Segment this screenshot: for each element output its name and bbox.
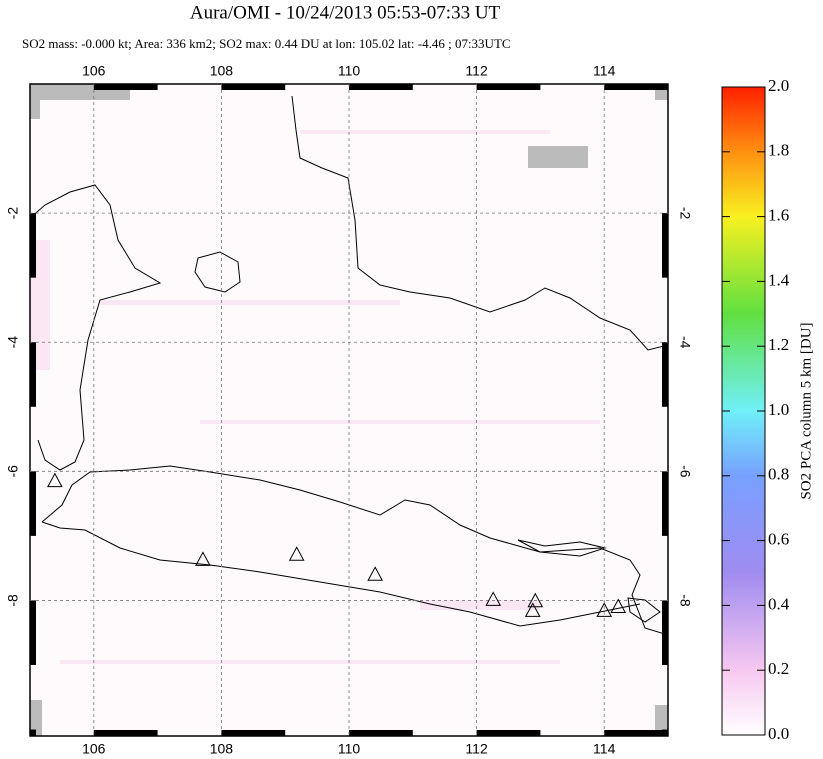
x-tick-label: 106: [82, 63, 106, 79]
java-coast: [41, 465, 668, 636]
colorbar-tick-label: 1.4: [768, 270, 790, 289]
volcano-marker: [524, 602, 541, 617]
x-tick-label: 112: [465, 741, 488, 757]
noise: [30, 130, 600, 664]
border-band: [662, 342, 668, 407]
border-band: [662, 471, 668, 536]
subtitle: SO2 mass: -0.000 kt; Area: 336 km2; SO2 …: [22, 36, 511, 51]
border-band: [30, 471, 36, 536]
y-tick-label: -6: [5, 465, 21, 478]
border-band: [30, 600, 36, 665]
y-tick-label: -8: [677, 594, 693, 607]
colorbar-tick-label: 2.0: [768, 76, 789, 95]
border-bands: [30, 84, 668, 736]
border-band: [30, 213, 36, 278]
border-band: [30, 729, 36, 736]
border-band: [349, 730, 413, 736]
colorbar-tick-label: 0.6: [768, 530, 789, 549]
volcano-marker: [610, 598, 627, 614]
volcano-marker: [485, 591, 502, 606]
volcano-marker: [527, 592, 544, 608]
volcano-marker: [47, 472, 63, 488]
y-tick-label: -2: [677, 207, 693, 220]
volcano-marker: [596, 602, 613, 617]
x-tick-label: 110: [338, 741, 361, 757]
missing-data: [30, 84, 668, 736]
volcano-marker: [288, 546, 305, 561]
border-band: [476, 730, 541, 736]
y-tick-label: -4: [5, 336, 21, 349]
border-band: [93, 730, 158, 736]
x-tick-label: 114: [593, 741, 616, 757]
x-tick-label: 110: [338, 63, 361, 79]
x-tick-label: 106: [82, 741, 106, 757]
sumatra-coast: [30, 184, 162, 471]
border-band: [30, 342, 36, 407]
border-band: [476, 84, 541, 90]
colorbar-tick-label: 1.0: [768, 400, 789, 419]
title: Aura/OMI - 10/24/2013 05:53-07:33 UT: [190, 2, 501, 23]
border-band: [221, 730, 286, 736]
y-tick-label: -2: [5, 207, 21, 220]
colorbar-tick-label: 1.6: [768, 206, 789, 225]
y-tick-label: -8: [5, 594, 21, 607]
bangka-coast: [194, 251, 241, 293]
volcano-marker: [367, 566, 383, 581]
colorbar-tick-label: 0.8: [768, 465, 789, 484]
x-tick-label: 108: [210, 63, 234, 79]
y-tick-label: -6: [677, 465, 693, 478]
border-band: [604, 730, 668, 736]
colorbar-tick-label: 0.4: [768, 594, 790, 613]
colorbar-tick-label: 0.2: [768, 659, 789, 678]
border-band: [93, 84, 158, 90]
x-tick-label: 108: [210, 741, 234, 757]
y-tick-label: -4: [677, 336, 693, 349]
colorbar-tick-label: 0.0: [768, 724, 789, 743]
x-tick-label: 114: [593, 63, 616, 79]
border-band: [662, 729, 668, 736]
madura-coast: [517, 539, 607, 557]
borneo-coast: [291, 95, 668, 351]
border-band: [662, 213, 668, 278]
border-band: [604, 84, 668, 90]
colorbar-label: SO2 PCA column 5 km [DU]: [798, 322, 814, 499]
colorbar-tick-label: 1.8: [768, 141, 789, 160]
volcano-marker: [195, 551, 211, 566]
x-tick-label: 112: [465, 63, 488, 79]
border-band: [349, 84, 413, 90]
border-band: [662, 600, 668, 665]
colorbar-tick-label: 1.2: [768, 335, 789, 354]
border-band: [221, 84, 286, 90]
bali-coast: [627, 597, 661, 623]
